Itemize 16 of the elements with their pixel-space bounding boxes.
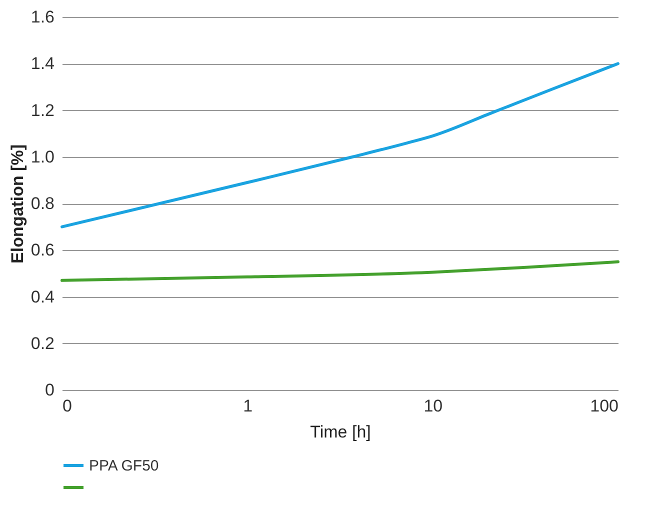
y-tick-label: 1.6 (30, 8, 54, 26)
x-tick-label: 0 (62, 396, 72, 416)
x-tick-label: 1 (243, 396, 253, 416)
y-tick-label: 0.4 (30, 287, 54, 306)
y-tick-label: 1.0 (30, 147, 54, 166)
y-tick-label: 0.8 (30, 194, 54, 213)
y-axis-title: Elongation [%] (8, 144, 27, 264)
x-axis-title: Time [h] (310, 422, 371, 442)
y-tick-label: 0.6 (30, 240, 54, 260)
legend-label: PPA GF50 (89, 458, 159, 474)
y-tick-label: 0 (45, 380, 54, 400)
y-tick-label: 0.2 (30, 334, 54, 353)
x-tick-label: 100 (590, 396, 618, 416)
y-tick-label: 1.4 (30, 54, 54, 74)
y-tick-label: 1.2 (30, 100, 54, 120)
x-tick-label: 10 (424, 396, 443, 416)
